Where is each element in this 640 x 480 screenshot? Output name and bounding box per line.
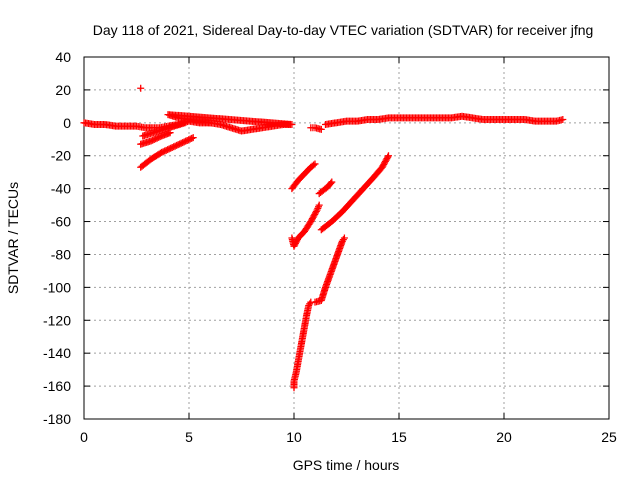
- y-tick-label: 0: [63, 115, 71, 131]
- series-11: [290, 298, 315, 392]
- data-point-fill: [150, 136, 158, 144]
- data-point-fill: [188, 134, 196, 142]
- data-point: [328, 178, 336, 186]
- y-tick-label: -160: [43, 378, 71, 394]
- data-point-fill: [186, 135, 194, 143]
- data-point-fill: [177, 139, 185, 147]
- data-point-fill: [152, 135, 160, 143]
- data-point-fill: [162, 146, 170, 154]
- data-point-fill: [170, 143, 178, 151]
- data-point-fill: [155, 133, 163, 141]
- series-7: [288, 160, 319, 193]
- data-point: [385, 152, 392, 160]
- data-points: [80, 84, 567, 392]
- data-point: [206, 119, 214, 127]
- series-12: [311, 234, 348, 306]
- y-tick-label: 40: [55, 49, 71, 65]
- data-point: [317, 125, 325, 133]
- chart-title: Day 118 of 2021, Sidereal Day-to-day VTE…: [93, 22, 594, 38]
- data-point-fill: [167, 144, 175, 152]
- x-tick-label: 5: [185, 429, 193, 445]
- plot-frame: [83, 56, 610, 420]
- x-axis: 0 5 10 15 20 25: [80, 57, 617, 445]
- series-1: [137, 84, 145, 92]
- x-tick-label: 20: [496, 429, 512, 445]
- data-point-fill: [149, 136, 157, 144]
- y-tick-label: -60: [51, 214, 71, 230]
- data-point-fill: [180, 138, 188, 146]
- series-2: [137, 129, 174, 148]
- y-tick-label: -20: [51, 148, 71, 164]
- data-point: [137, 84, 145, 92]
- data-point-fill: [185, 136, 193, 144]
- data-point-fill: [315, 203, 322, 211]
- x-tick-label: 15: [391, 429, 407, 445]
- x-tick-label: 10: [286, 429, 302, 445]
- y-tick-label: -120: [43, 312, 71, 328]
- y-tick-label: -140: [43, 345, 71, 361]
- data-point-fill: [159, 148, 167, 156]
- series-9: [315, 178, 336, 198]
- series-8: [288, 201, 323, 250]
- y-tick-label: 20: [55, 82, 71, 98]
- y-tick-label: -80: [51, 246, 71, 262]
- data-point-fill: [171, 142, 179, 150]
- data-point: [158, 148, 166, 156]
- series-4: [137, 134, 197, 171]
- data-point-fill: [161, 147, 169, 155]
- series-6: [322, 112, 567, 128]
- data-point-fill: [339, 236, 347, 244]
- x-tick-label: 0: [80, 429, 88, 445]
- data-point: [181, 119, 189, 127]
- y-axis: 40 20 0 -20 -40 -60 -80 -100 -120 -140 -160 -180: [43, 49, 609, 427]
- series-5: [307, 124, 325, 133]
- data-point: [168, 144, 176, 151]
- y-tick-label: -40: [51, 181, 71, 197]
- series-0: [80, 111, 296, 135]
- data-point-fill: [174, 141, 182, 149]
- data-point-fill: [183, 136, 191, 144]
- series-10: [317, 152, 392, 234]
- y-tick-label: -100: [43, 279, 71, 295]
- data-point-fill: [182, 137, 190, 145]
- data-point-fill: [165, 145, 173, 153]
- data-point-fill: [384, 153, 392, 161]
- data-point: [315, 201, 323, 209]
- data-point-fill: [173, 141, 181, 149]
- data-point-fill: [310, 161, 318, 169]
- data-point-fill: [176, 140, 184, 148]
- data-point-fill: [312, 207, 320, 215]
- data-point-fill: [314, 204, 322, 212]
- data-point: [179, 139, 187, 147]
- data-point-fill: [327, 179, 335, 187]
- data-point-fill: [153, 134, 161, 142]
- data-point-fill: [306, 300, 314, 308]
- y-axis-label: SDTVAR / TECUs: [5, 182, 21, 294]
- data-point-fill: [164, 146, 172, 154]
- x-axis-label: GPS time / hours: [293, 457, 400, 473]
- data-point: [311, 160, 319, 168]
- data-point: [313, 206, 321, 214]
- y-tick-label: -180: [43, 411, 71, 427]
- series-3: [139, 119, 189, 140]
- data-point: [147, 137, 155, 145]
- data-point: [559, 116, 567, 124]
- x-tick-label: 25: [601, 429, 617, 445]
- data-point: [340, 234, 348, 242]
- data-point: [189, 134, 197, 142]
